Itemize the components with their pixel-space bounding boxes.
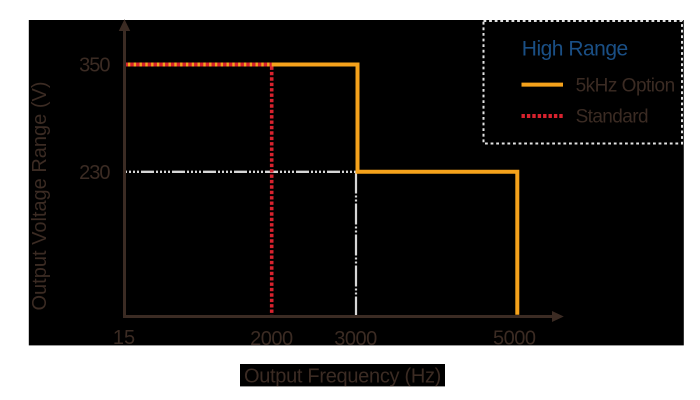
svg-text:5kHz Option: 5kHz Option [576, 76, 675, 97]
svg-text:230: 230 [79, 162, 110, 184]
svg-text:High Range: High Range [522, 37, 628, 60]
svg-text:Standard: Standard [576, 107, 648, 128]
svg-text:2000: 2000 [250, 328, 293, 350]
svg-text:350: 350 [79, 55, 110, 77]
svg-text:3000: 3000 [334, 328, 377, 350]
svg-text:Output Frequency (Hz): Output Frequency (Hz) [244, 366, 441, 388]
svg-text:15: 15 [113, 327, 135, 349]
svg-text:5000: 5000 [493, 328, 536, 350]
svg-text:Output Voltage Range (V): Output Voltage Range (V) [29, 81, 51, 310]
